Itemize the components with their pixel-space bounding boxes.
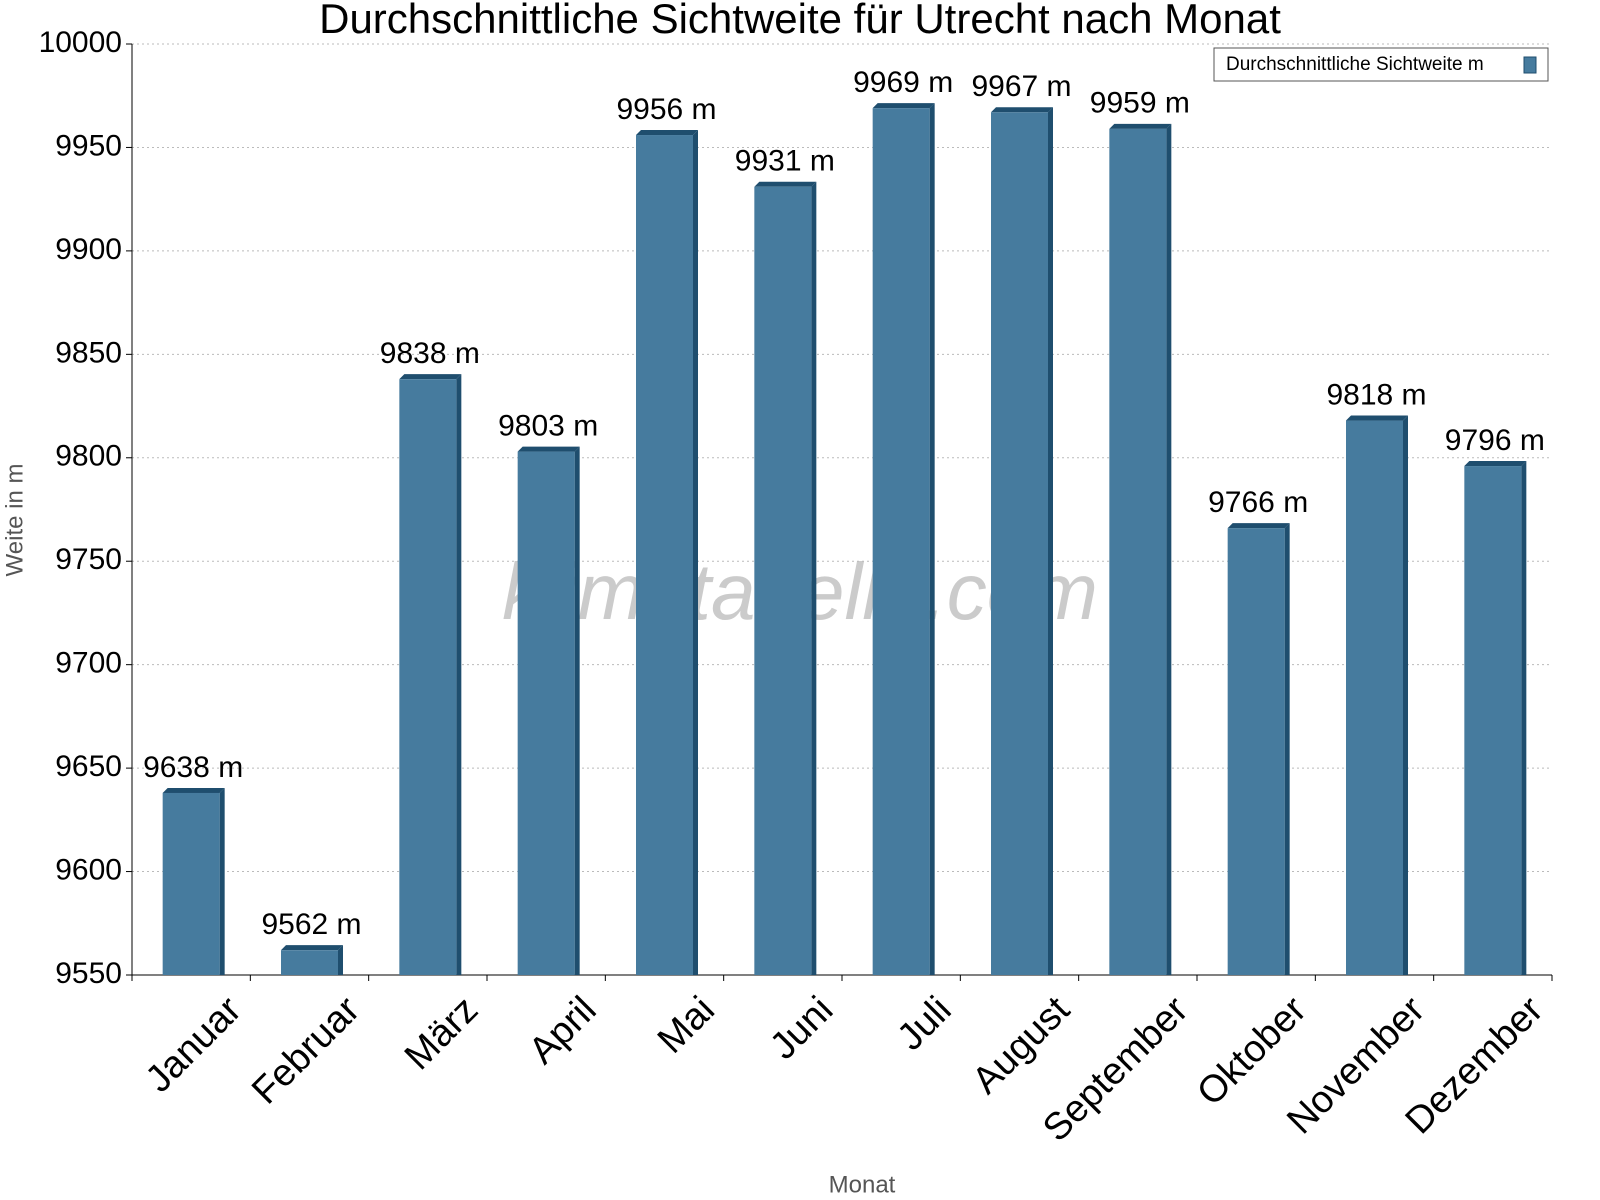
bar-side — [811, 181, 817, 976]
x-tick-label: August — [965, 988, 1079, 1102]
bar-side — [1403, 415, 1408, 975]
value-label: 9931 m — [735, 145, 835, 178]
y-tick-label: 9950 — [55, 129, 122, 162]
x-tick-label: Juli — [890, 989, 960, 1059]
bar — [991, 112, 1048, 976]
y-tick-label: 9850 — [55, 336, 122, 369]
bar-top — [1346, 415, 1408, 421]
y-axis-label: Weite in m — [1, 464, 28, 577]
x-axis-label: Monat — [829, 1171, 896, 1198]
y-tick-label: 9600 — [55, 853, 122, 886]
value-label: 9967 m — [971, 70, 1071, 103]
bar-side — [338, 945, 343, 975]
legend-label: Durchschnittliche Sichtweite m — [1226, 54, 1484, 75]
x-tick-label: Januar — [138, 989, 250, 1101]
value-label: 9796 m — [1445, 424, 1545, 457]
bar-top — [872, 103, 935, 109]
chart-title: Durchschnittliche Sichtweite für Utrecht… — [319, 0, 1281, 42]
legend-box — [1213, 47, 1549, 82]
bar-side — [1048, 107, 1053, 976]
bar-side — [1284, 523, 1290, 975]
y-tick-label: 9700 — [55, 647, 122, 680]
bar — [1227, 528, 1285, 975]
bar-top — [991, 107, 1053, 113]
x-tick-label: Februar — [244, 989, 368, 1113]
bar — [162, 792, 220, 975]
bar-top — [517, 446, 580, 452]
bar-side — [574, 446, 580, 975]
bar — [281, 950, 338, 975]
value-label: 9818 m — [1326, 378, 1426, 411]
bar-top — [399, 374, 462, 380]
bar — [399, 379, 457, 975]
bar — [517, 451, 575, 975]
y-tick-label: 9800 — [55, 440, 122, 473]
bar — [754, 186, 812, 976]
bar-side — [693, 130, 698, 975]
bar — [872, 108, 930, 975]
bar — [1109, 128, 1167, 975]
x-tick-label: März — [397, 989, 486, 1078]
bar-side — [219, 787, 225, 975]
value-label: 9638 m — [143, 751, 243, 784]
bar-top — [1464, 461, 1527, 467]
bar — [1346, 420, 1403, 975]
value-label: 9969 m — [853, 66, 953, 99]
bar — [636, 135, 693, 975]
value-label: 9803 m — [498, 409, 598, 442]
bar — [1464, 466, 1522, 975]
bar-top — [1109, 123, 1172, 129]
legend-swatch — [1523, 56, 1537, 74]
y-tick-label: 9550 — [55, 957, 122, 990]
x-tick-label: April — [521, 989, 604, 1072]
bar-top — [1227, 523, 1290, 529]
value-label: 9562 m — [261, 908, 361, 941]
y-tick-label: 9900 — [55, 233, 122, 266]
y-tick-label: 9750 — [55, 543, 122, 576]
bar-side — [456, 374, 462, 975]
bar-top — [281, 945, 343, 951]
y-tick-label: 9650 — [55, 750, 122, 783]
bar-top — [754, 181, 817, 187]
y-tick-label: 10000 — [39, 26, 122, 59]
value-label: 9766 m — [1208, 486, 1308, 519]
bar-top — [162, 787, 225, 793]
bar-side — [1521, 461, 1527, 975]
value-label: 9956 m — [616, 93, 716, 126]
bar-side — [929, 103, 935, 975]
value-label: 9959 m — [1090, 87, 1190, 120]
bar-side — [1166, 123, 1172, 975]
x-tick-label: Juni — [762, 989, 841, 1068]
value-label: 9838 m — [380, 337, 480, 370]
x-tick-label: Mai — [650, 989, 723, 1062]
bar-top — [636, 130, 698, 136]
